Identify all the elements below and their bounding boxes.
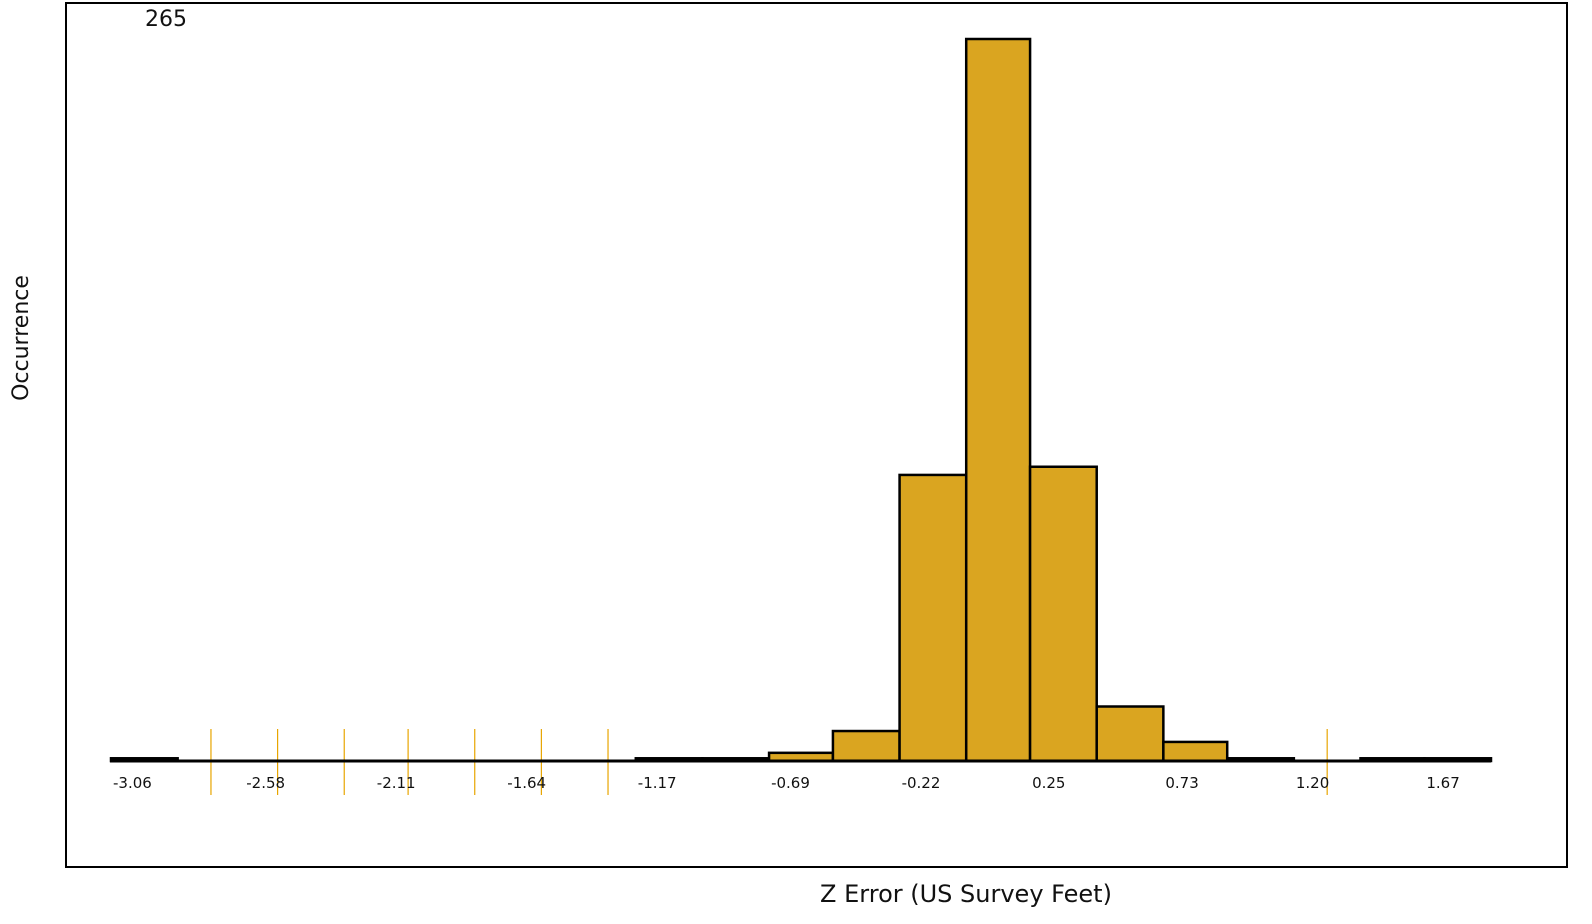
histogram-bar	[898, 473, 968, 763]
x-tick-label: -2.58	[246, 774, 285, 792]
x-axis-label: Z Error (US Survey Feet)	[820, 880, 1112, 908]
x-tick-label: 0.25	[1032, 774, 1065, 792]
x-tick-label: -3.06	[113, 774, 152, 792]
histogram-bar	[964, 37, 1032, 763]
x-tick-label: -1.17	[638, 774, 677, 792]
x-tick-label: -2.11	[377, 774, 416, 792]
x-tick-label: -0.22	[902, 774, 941, 792]
histogram-bar	[1162, 740, 1229, 763]
histogram-bar	[831, 729, 901, 763]
histogram-bar	[1028, 465, 1098, 763]
x-tick-label: 1.20	[1296, 774, 1329, 792]
y-axis-max-label: 265	[145, 7, 187, 32]
x-tick-label: 0.73	[1165, 774, 1198, 792]
x-tick-label: 1.67	[1426, 774, 1459, 792]
x-tick-labels: -3.06 -2.58 -2.11 -1.64 -1.17 -0.69 -0.22 0.25 0…	[113, 774, 1460, 792]
bars	[109, 37, 1493, 763]
x-tick-label: -1.64	[507, 774, 546, 792]
histogram-bar	[1095, 705, 1165, 763]
plot-frame	[65, 2, 1568, 868]
y-axis-label: Occurrence	[9, 275, 34, 401]
x-tick-label: -0.69	[771, 774, 810, 792]
